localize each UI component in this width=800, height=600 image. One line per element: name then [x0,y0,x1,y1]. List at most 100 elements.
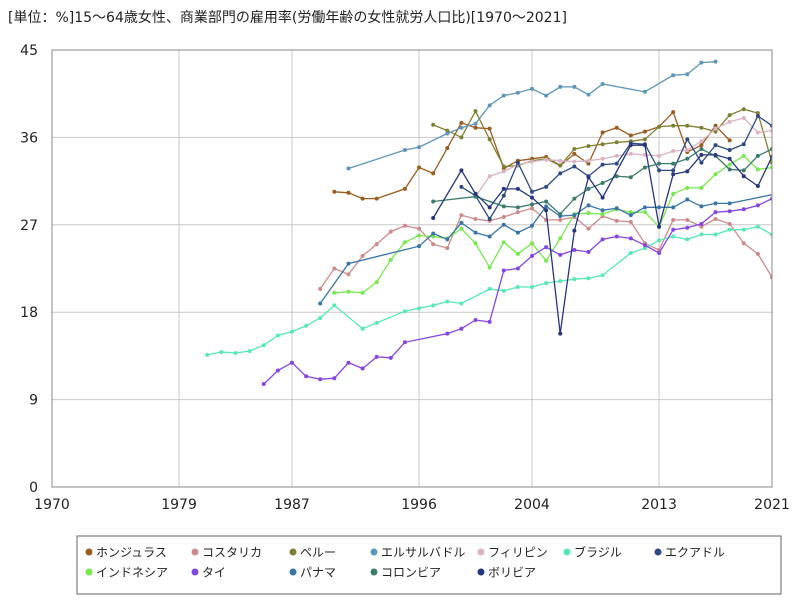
data-point [642,129,647,134]
legend-label: ホンジュラス [96,546,167,560]
data-point [501,204,506,209]
data-point [755,203,760,208]
data-point [727,138,732,143]
x-tick-label: 1987 [274,497,310,513]
data-point [586,175,591,180]
data-point [346,190,351,195]
data-point [642,210,647,215]
data-point [685,137,690,142]
data-point [628,236,633,241]
data-point [515,266,520,271]
legend-marker [370,568,378,576]
data-point [473,216,478,221]
legend-item: ホンジュラス [85,546,167,560]
data-point [628,219,633,224]
legend-item: インドネシア [85,566,168,580]
data-point [304,323,309,328]
x-tick-label: 2013 [641,497,677,513]
series-line [319,194,772,304]
data-point [275,333,280,338]
data-point [755,167,760,172]
data-point [713,172,718,177]
data-point [402,309,407,314]
data-point [530,159,534,164]
data-point [685,72,690,77]
data-point [699,152,704,157]
data-point [671,161,676,166]
data-point [530,241,534,246]
data-point [727,201,732,206]
x-tick-label: 1970 [34,497,70,513]
x-tick-label: 1979 [161,497,197,513]
legend-label: エルサルバドル [381,546,465,560]
data-point [332,266,337,271]
data-point [572,196,577,201]
data-point [600,195,605,200]
data-point [530,195,534,200]
data-point [544,258,549,263]
data-point [572,248,577,253]
data-point [784,190,788,194]
data-point [487,319,492,324]
data-point [727,156,732,161]
data-point [530,202,534,207]
data-point [346,289,351,294]
data-point [558,84,563,89]
data-point [642,137,647,142]
data-point [558,236,563,241]
data-point [699,143,704,148]
data-point [657,153,662,158]
y-tick-label: 18 [20,305,38,321]
data-point [487,137,492,142]
plot-frame [51,49,773,488]
data-point [628,175,633,180]
data-point [544,204,549,209]
data-point [713,232,718,237]
data-point [586,161,591,166]
data-point [657,161,662,166]
data-point [784,207,788,211]
data-point [685,237,690,242]
data-point [459,184,464,189]
data-point [755,224,760,229]
data-point [473,194,478,199]
data-point [614,140,619,145]
data-point [713,143,718,148]
data-point [304,374,309,379]
series-ボリビア [431,143,772,336]
data-point [530,253,534,258]
data-point [614,206,619,211]
data-point [332,189,337,194]
data-point [360,290,365,295]
data-point [600,156,605,161]
data-point [685,148,690,153]
data-point [628,210,633,215]
data-point [473,109,478,114]
data-point [431,231,436,236]
data-point [374,196,379,201]
data-point [318,377,323,382]
legend-marker [563,548,571,556]
data-point [642,89,647,94]
data-point [487,265,492,270]
data-point [642,165,647,170]
data-point [501,215,506,220]
data-point [614,218,619,223]
data-point [459,213,464,218]
data-point [784,123,788,127]
data-point [614,174,619,179]
data-point [459,220,464,225]
data-point [402,186,407,191]
data-point [741,142,746,147]
data-point [530,284,534,289]
data-point [530,223,534,228]
data-point [290,360,294,365]
data-point [290,329,294,334]
legend-marker [477,548,485,556]
data-point [685,123,690,128]
legend-box [76,535,782,595]
data-point [657,124,662,129]
legend-marker [191,548,199,556]
data-point [205,352,210,357]
data-point [515,160,520,165]
